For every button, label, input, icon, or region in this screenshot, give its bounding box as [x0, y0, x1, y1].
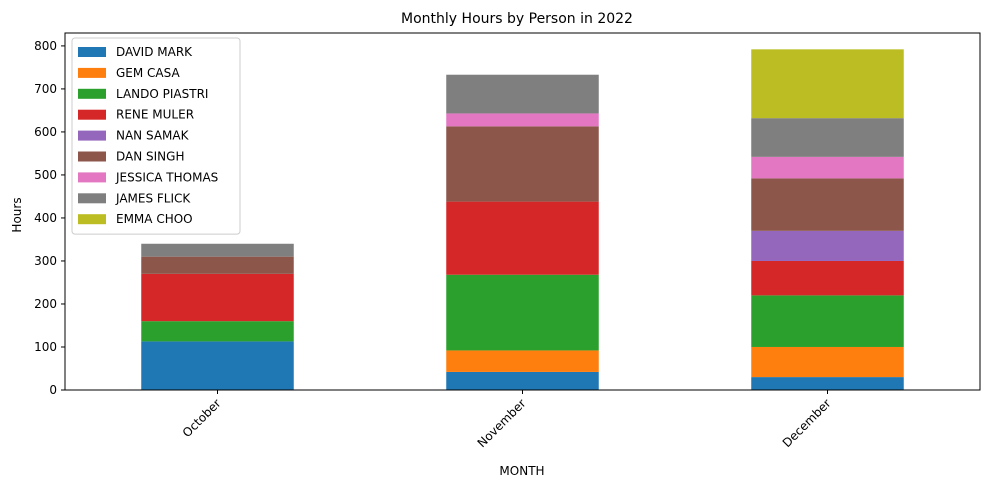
x-tick-label: November	[475, 396, 529, 450]
legend-label: RENE MULER	[116, 108, 194, 122]
legend-swatch	[78, 151, 106, 162]
legend-swatch	[78, 67, 106, 78]
legend-label: DAN SINGH	[116, 150, 184, 164]
legend-swatch	[78, 47, 106, 57]
y-tick-label: 400	[34, 211, 57, 225]
bar-november-james-flick	[446, 74, 599, 114]
bar-november-dan-singh	[446, 126, 599, 202]
y-tick-label: 300	[34, 254, 57, 268]
y-tick-label: 500	[34, 168, 57, 182]
bar-december-david-mark	[751, 377, 904, 390]
legend-label: JAMES FLICK	[115, 191, 191, 205]
legend-label: LANDO PIASTRI	[116, 87, 208, 101]
bar-october-rene-muler	[141, 273, 294, 322]
y-tick-label: 0	[49, 383, 57, 397]
legend-box	[71, 37, 241, 235]
bar-november-jessica-thomas	[446, 113, 599, 127]
bar-october-dan-singh	[141, 256, 294, 274]
bar-december-rene-muler	[751, 260, 904, 296]
legend-swatch	[78, 88, 106, 99]
bar-december-james-flick	[751, 118, 904, 157]
bars-layer	[141, 49, 904, 390]
bar-december-dan-singh	[751, 178, 904, 231]
legend-swatch	[78, 130, 106, 141]
x-axis-label: MONTH	[499, 464, 544, 478]
legend-swatch	[78, 172, 106, 183]
bar-october-lando-piastri	[141, 321, 294, 342]
legend-swatch	[78, 214, 106, 225]
bar-november-gem-casa	[446, 350, 599, 372]
y-tick-label: 200	[34, 297, 57, 311]
legend: DAVID MARK GEM CASA LANDO PIASTRI RENE MULE…	[71, 37, 241, 235]
y-axis-label: Hours	[10, 197, 24, 232]
y-tick-label: 700	[34, 82, 57, 96]
legend-label: GEM CASA	[116, 66, 180, 80]
bar-november-david-mark	[446, 371, 599, 390]
bar-october-james-flick	[141, 243, 294, 257]
legend-swatch	[78, 109, 106, 120]
bar-december-gem-casa	[751, 346, 904, 378]
y-tick-label: 100	[34, 340, 57, 354]
legend-label: NAN SAMAK	[116, 129, 190, 143]
bar-december-nan-samak	[751, 230, 904, 261]
bar-december-emma-choo	[751, 49, 904, 119]
bar-november-lando-piastri	[446, 274, 599, 351]
bar-december-jessica-thomas	[751, 156, 904, 179]
legend-swatch	[78, 193, 106, 204]
x-tick-label: October	[180, 396, 224, 440]
legend-label: EMMA CHOO	[116, 212, 193, 226]
legend-label: JESSICA THOMAS	[115, 170, 218, 184]
chart-title: Monthly Hours by Person in 2022	[401, 11, 633, 27]
bar-december-lando-piastri	[751, 295, 904, 347]
bar-november-rene-muler	[446, 201, 599, 275]
legend-label: DAVID MARK	[116, 45, 193, 59]
y-tick-label: 800	[34, 39, 57, 53]
x-tick-label: December	[780, 396, 834, 450]
y-tick-label: 600	[34, 125, 57, 139]
bar-october-david-mark	[141, 341, 294, 390]
